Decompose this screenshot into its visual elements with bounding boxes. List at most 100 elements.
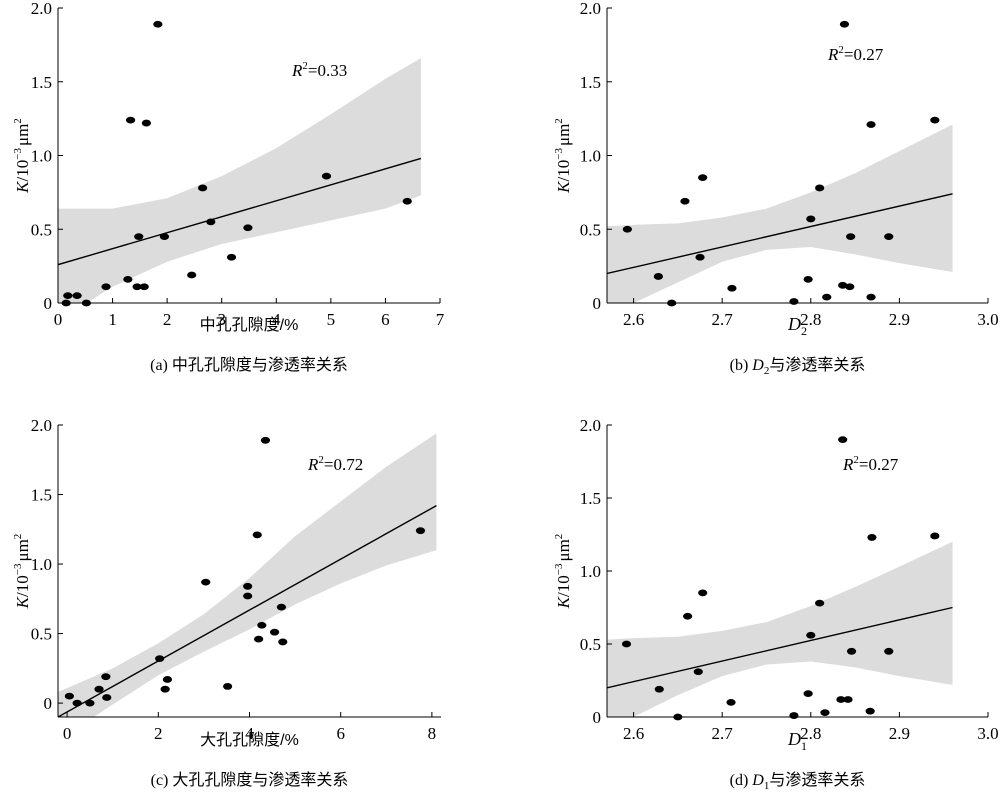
data-point bbox=[94, 685, 104, 693]
plot-area bbox=[607, 124, 953, 303]
r-squared-label: R2=0.33 bbox=[291, 60, 347, 80]
x-tick-label: 2.7 bbox=[712, 310, 734, 329]
chart-panel-a: 0 0.5 1.0 1.5 2.0 0 1 2 3 4 5 6 7 R2=0.33 中孔孔隙度/% K/10−… bbox=[12, 0, 445, 374]
y-tick-label: 1.5 bbox=[580, 489, 601, 508]
data-point bbox=[260, 436, 271, 444]
x-tick-label: 2.6 bbox=[623, 310, 644, 329]
chart-panel-d: 0 0.5 1.0 1.5 2.0 2.6 2.7 2.8 2.9 3.0 R2=0.27 D1 K/1… bbox=[553, 416, 999, 792]
data-point bbox=[139, 283, 149, 291]
y-tick-label: 1.5 bbox=[31, 73, 52, 92]
x-tick-label: 2.6 bbox=[623, 724, 644, 743]
y-tick-label: 1.5 bbox=[580, 73, 601, 92]
x-tick-label: 5 bbox=[327, 310, 336, 329]
data-point bbox=[102, 694, 112, 701]
data-point bbox=[836, 696, 846, 703]
data-point bbox=[123, 276, 133, 283]
data-point bbox=[132, 283, 142, 291]
chart-panel-b: 0 0.5 1.0 1.5 2.0 2.6 2.7 2.8 2.9 3.0 R2=0.27 D2 K/1… bbox=[553, 0, 999, 377]
data-point bbox=[622, 225, 632, 233]
x-tick-label: 6 bbox=[381, 310, 390, 329]
y-tick-label: 0 bbox=[593, 294, 602, 313]
data-point bbox=[321, 172, 332, 180]
data-point bbox=[243, 582, 253, 590]
r-squared-label: R2=0.27 bbox=[827, 44, 884, 64]
data-point bbox=[257, 621, 267, 629]
x-tick-label: 2.8 bbox=[800, 724, 821, 743]
y-tick-label: 2.0 bbox=[31, 0, 52, 18]
data-point bbox=[621, 640, 632, 648]
data-point bbox=[815, 184, 825, 192]
data-point bbox=[402, 197, 412, 205]
data-point bbox=[101, 673, 111, 681]
data-point bbox=[789, 712, 799, 719]
panel-caption: (a) 中孔孔隙度与渗透率关系 bbox=[150, 356, 348, 374]
y-tick-label: 0.5 bbox=[31, 625, 52, 644]
data-point bbox=[153, 20, 163, 28]
plot-area bbox=[58, 58, 422, 303]
y-tick-label: 0 bbox=[593, 708, 602, 727]
data-point bbox=[72, 699, 82, 707]
data-point bbox=[838, 281, 848, 289]
data-point bbox=[134, 233, 144, 241]
data-point bbox=[930, 116, 940, 124]
data-point bbox=[223, 683, 233, 690]
data-point bbox=[726, 699, 736, 706]
data-point bbox=[72, 292, 82, 300]
x-tick-label: 3.0 bbox=[977, 724, 998, 743]
data-point bbox=[206, 218, 216, 226]
x-tick-label: 6 bbox=[336, 724, 345, 743]
data-point bbox=[64, 692, 74, 700]
y-tick-label: 1.0 bbox=[31, 147, 52, 166]
x-tick-label: 2 bbox=[154, 724, 163, 743]
data-point bbox=[125, 116, 136, 124]
data-point bbox=[806, 631, 816, 639]
data-point bbox=[839, 20, 850, 28]
data-point bbox=[160, 685, 170, 693]
panel-caption: (d) D1与渗透率关系 bbox=[730, 771, 866, 792]
data-point bbox=[843, 696, 853, 703]
regression-line bbox=[58, 157, 422, 266]
y-tick-label: 1.5 bbox=[31, 486, 52, 505]
chart-panel-c: 0 0.5 1.0 1.5 2.0 0 2 4 6 8 R2=0.72 大孔孔隙度/% K/10−3μm… bbox=[12, 416, 441, 789]
data-point bbox=[654, 685, 664, 693]
y-tick-label: 0.5 bbox=[580, 635, 601, 654]
x-axis-label: D1 bbox=[787, 729, 807, 753]
y-tick-label: 1.0 bbox=[31, 555, 52, 574]
data-point bbox=[846, 233, 856, 241]
data-point bbox=[278, 638, 288, 646]
y-tick-label: 0.5 bbox=[580, 220, 601, 239]
data-point bbox=[63, 292, 73, 300]
confidence-band bbox=[607, 124, 953, 303]
data-point bbox=[254, 635, 264, 643]
x-tick-label: 8 bbox=[428, 724, 437, 743]
data-point bbox=[252, 531, 262, 539]
regression-line bbox=[607, 193, 953, 275]
data-point bbox=[866, 121, 876, 128]
y-axis-label: K/10−3μm2 bbox=[553, 118, 573, 194]
data-point bbox=[159, 233, 170, 241]
data-point bbox=[930, 532, 940, 540]
plot-area bbox=[607, 541, 953, 717]
data-point bbox=[141, 119, 152, 127]
data-point bbox=[415, 527, 426, 535]
data-point bbox=[822, 293, 832, 301]
x-tick-label: 2 bbox=[163, 310, 172, 329]
data-point bbox=[838, 436, 848, 443]
x-tick-label: 3.0 bbox=[977, 310, 998, 329]
y-tick-label: 2.0 bbox=[580, 416, 601, 435]
data-point bbox=[789, 298, 799, 305]
y-axis-label: K/10−3μm2 bbox=[553, 534, 573, 610]
panel-caption: (c) 大孔孔隙度与渗透率关系 bbox=[151, 771, 349, 789]
r-squared-label: R2=0.27 bbox=[842, 454, 899, 474]
data-point bbox=[866, 293, 876, 301]
data-point bbox=[698, 589, 708, 597]
x-tick-label: 1 bbox=[108, 310, 117, 329]
y-tick-label: 2.0 bbox=[580, 0, 601, 18]
data-point bbox=[101, 283, 111, 291]
x-tick-label: 2.7 bbox=[712, 724, 734, 743]
data-point bbox=[201, 578, 211, 586]
data-point bbox=[865, 707, 875, 715]
data-point bbox=[187, 271, 197, 279]
x-tick-label: 0 bbox=[63, 724, 72, 743]
